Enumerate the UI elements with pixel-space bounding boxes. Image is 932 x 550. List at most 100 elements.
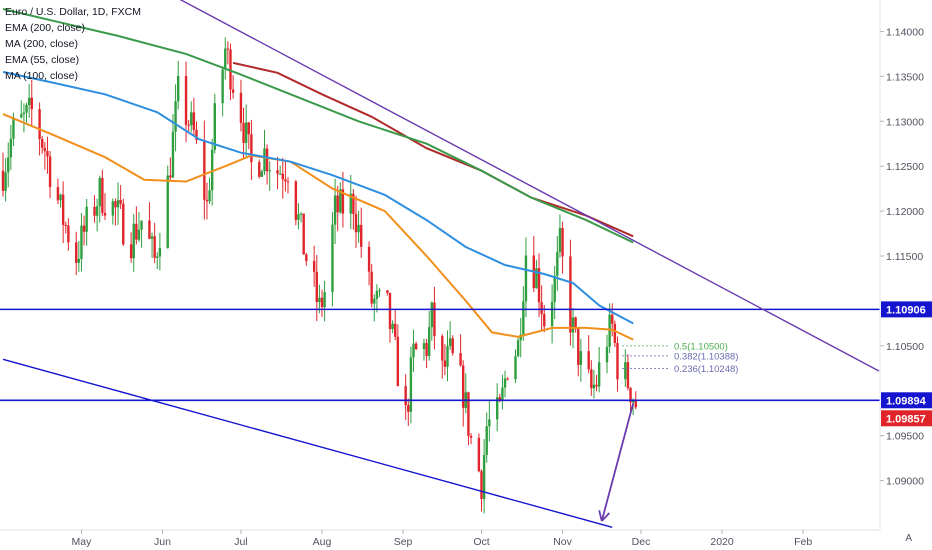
candle-down (611, 314, 614, 324)
candle-down (312, 261, 316, 272)
candle-up (553, 275, 556, 302)
candle-up (503, 378, 507, 388)
study-ema55-label[interactable]: EMA (55, close) (5, 54, 80, 66)
candle-up (213, 103, 216, 150)
candle-down (38, 109, 41, 140)
candle-up (422, 343, 426, 350)
candle-up (80, 225, 83, 259)
candle-up (156, 256, 159, 258)
candle-up (132, 223, 135, 259)
candle-up (495, 397, 499, 420)
candle-down (459, 353, 462, 366)
candle-up (268, 170, 271, 172)
candle-up (22, 112, 26, 115)
candle-down (506, 378, 509, 380)
candle-up (210, 149, 214, 191)
candle-down (629, 387, 632, 403)
candle-down (265, 148, 269, 172)
candle-down (634, 400, 637, 408)
study-ema200-label[interactable]: EMA (200, close) (5, 22, 85, 34)
projection-arrow-head (601, 512, 611, 522)
study-ma100-label[interactable]: MA (100, close) (5, 70, 78, 82)
symbol-title[interactable]: Euro / U.S. Dollar, 1D, FXCM (5, 6, 141, 18)
candle-down (187, 124, 190, 126)
candle-up (158, 248, 162, 257)
candle-down (461, 365, 465, 408)
candles (1, 37, 637, 514)
candle-up (519, 334, 522, 341)
candle-down (414, 343, 418, 350)
moving-averages (2, 8, 634, 341)
ma-line-0 (232, 61, 634, 238)
candle-up (524, 255, 528, 302)
candle-up (488, 419, 491, 427)
candle-down (276, 170, 279, 174)
study-ma200-label[interactable]: MA (200, close) (5, 38, 78, 50)
candle-down (226, 48, 230, 50)
time-tick-label: 2020 (710, 536, 734, 548)
candle-up (98, 177, 101, 207)
candle-up (137, 229, 141, 240)
candle-down (305, 254, 308, 262)
candle-down (451, 338, 454, 354)
time-tick-label: Aug (313, 536, 332, 548)
candle-up (373, 298, 376, 304)
candle-down (93, 206, 96, 216)
price-tick-label: 1.09500 (886, 431, 924, 443)
candle-up (20, 114, 23, 118)
candle-up (111, 201, 115, 216)
candle-up (95, 206, 99, 216)
price-tag-label: 1.10906 (886, 304, 926, 316)
candle-up (176, 75, 180, 102)
drawings: 0.5(1.10500)0.382(1.10388) 0.236(1.10248) (0, 0, 880, 528)
price-tick-label: 1.11500 (886, 251, 923, 263)
time-tick-label: Oct (473, 536, 489, 548)
candle-up (25, 104, 28, 113)
candle-down (336, 195, 339, 213)
auto-scale-button[interactable]: A (905, 533, 912, 544)
fib-level-label: 0.5(1.10500) (674, 341, 728, 352)
candle-up (150, 236, 154, 239)
candle-down (561, 228, 564, 257)
price-scale[interactable]: 1.14000 1.13500 1.13000 1.12500 1.12000 1.115… (879, 0, 924, 530)
candle-up (448, 338, 452, 347)
candle-down (388, 292, 392, 330)
candle-down (577, 328, 580, 365)
candle-up (428, 327, 431, 356)
candle-down (61, 194, 65, 225)
price-tags: 1.10906 1.09894 1.09857 (881, 301, 932, 427)
price-tick-label: 1.10500 (886, 341, 924, 353)
candle-up (485, 426, 488, 455)
candle-down (477, 437, 481, 472)
candle-down (67, 225, 70, 243)
candle-down (574, 317, 577, 329)
candle-down (394, 323, 397, 337)
candle-up (378, 290, 381, 292)
candle-up (556, 252, 559, 276)
candle-down (101, 177, 104, 213)
candle-up (85, 206, 88, 232)
time-tick-label: Dec (632, 536, 651, 548)
candle-up (263, 148, 266, 172)
candle-down (540, 302, 543, 315)
candle-down (370, 271, 373, 304)
candle-up (140, 220, 143, 230)
projection-arrow-head (598, 510, 603, 522)
candle-up (299, 213, 303, 215)
candle-down (569, 256, 572, 333)
candle-up (592, 384, 596, 389)
candle-up (297, 214, 300, 220)
candle-down (192, 112, 196, 130)
candle-down (103, 212, 107, 216)
candle-down (203, 140, 206, 200)
time-scale[interactable]: May Jun Jul Aug Sep Oct Nov Dec 2020 Feb (0, 529, 880, 548)
candle-down (396, 336, 400, 387)
candle-up (605, 346, 609, 363)
candle-down (352, 193, 355, 214)
candle-down (407, 405, 410, 412)
candle-up (77, 258, 81, 263)
candle-up (349, 193, 352, 214)
price-tag-box (881, 392, 932, 409)
candle-down (320, 297, 324, 308)
